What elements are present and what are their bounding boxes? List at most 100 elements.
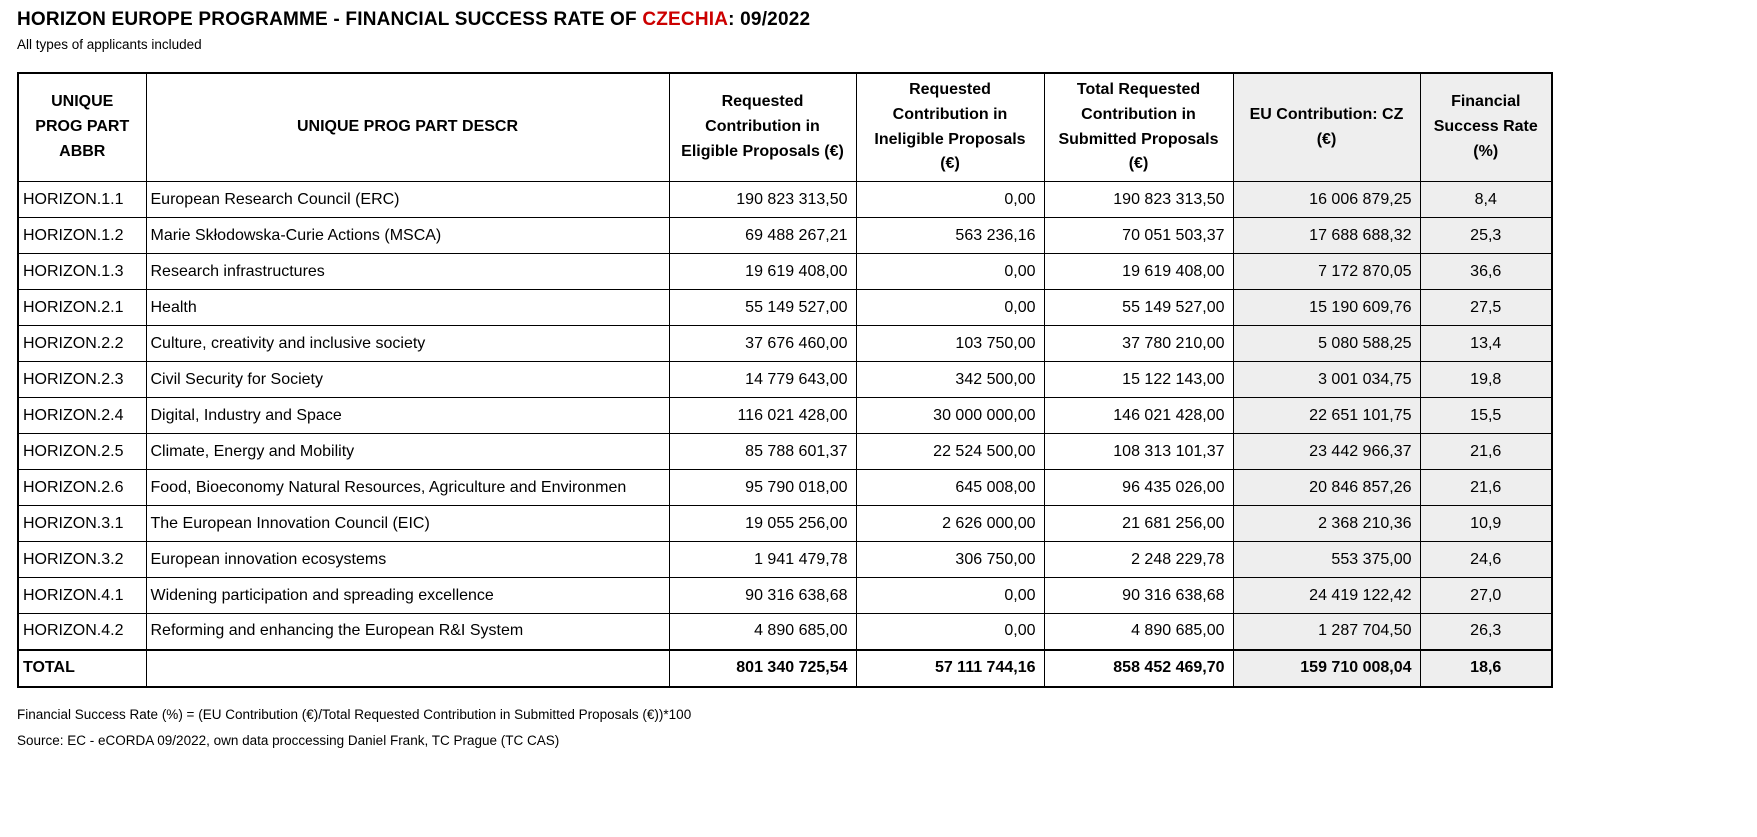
page-title-suffix: : 09/2022 [728,9,811,30]
cell-submitted: 4 890 685,00 [1043,613,1234,651]
cell-eligible: 19 055 256,00 [668,505,857,543]
cell-eligible: 190 823 313,50 [668,181,857,219]
cell-rate: 19,8 [1419,361,1553,399]
cell-ineligible: 306 750,00 [855,541,1045,579]
cell-rate: 13,4 [1419,325,1553,363]
cell-abbr: HORIZON.3.2 [17,541,147,579]
cell-rate: 21,6 [1419,433,1553,471]
cell-descr: Climate, Energy and Mobility [145,433,670,471]
cell-eligible: 95 790 018,00 [668,469,857,507]
cell-eligible: 37 676 460,00 [668,325,857,363]
cell-ineligible: 22 524 500,00 [855,433,1045,471]
column-header-abbr: UNIQUE PROG PART ABBR [17,72,147,183]
cell-submitted: 19 619 408,00 [1043,253,1234,291]
cell-ineligible: 0,00 [855,613,1045,651]
column-header-success-rate: Financial Success Rate (%) [1419,72,1553,183]
total-descr-empty [145,648,670,688]
table-row: HORIZON.1.3 Research infrastructures 19 … [17,253,1553,291]
cell-descr: Widening participation and spreading exc… [145,577,670,615]
cell-descr: Food, Bioeconomy Natural Resources, Agri… [145,469,670,507]
cell-submitted: 15 122 143,00 [1043,361,1234,399]
footnotes: Financial Success Rate (%) = (EU Contrib… [17,705,1757,752]
table-row: HORIZON.2.1 Health 55 149 527,00 0,00 55… [17,289,1553,327]
cell-submitted: 2 248 229,78 [1043,541,1234,579]
table-row: HORIZON.3.1 The European Innovation Coun… [17,505,1553,543]
footnote-source: Source: EC - eCORDA 09/2022, own data pr… [17,732,560,748]
cell-descr: Civil Security for Society [145,361,670,399]
cell-eligible: 69 488 267,21 [668,217,857,255]
cell-eligible: 85 788 601,37 [668,433,857,471]
cell-abbr: HORIZON.4.2 [17,613,147,651]
cell-eu: 15 190 609,76 [1232,289,1421,327]
cell-rate: 25,3 [1419,217,1553,255]
cell-abbr: HORIZON.2.5 [17,433,147,471]
table-row: HORIZON.3.2 European innovation ecosyste… [17,541,1553,579]
cell-eu: 17 688 688,32 [1232,217,1421,255]
column-header-eu-contribution: EU Contribution: CZ (€) [1232,72,1421,183]
cell-abbr: HORIZON.3.1 [17,505,147,543]
cell-abbr: HORIZON.2.6 [17,469,147,507]
table-row: HORIZON.1.1 European Research Council (E… [17,181,1553,219]
header-row: UNIQUE PROG PART ABBR UNIQUE PROG PART D… [17,72,1553,183]
cell-descr: Culture, creativity and inclusive societ… [145,325,670,363]
page-title-country: CZECHIA [642,9,729,30]
cell-eligible: 1 941 479,78 [668,541,857,579]
cell-rate: 27,5 [1419,289,1553,327]
table-row: HORIZON.2.2 Culture, creativity and incl… [17,325,1553,363]
cell-descr: Marie Skłodowska-Curie Actions (MSCA) [145,217,670,255]
cell-submitted: 37 780 210,00 [1043,325,1234,363]
cell-ineligible: 0,00 [855,181,1045,219]
table-row: HORIZON.2.5 Climate, Energy and Mobility… [17,433,1553,471]
cell-ineligible: 563 236,16 [855,217,1045,255]
column-header-submitted: Total Requested Contribution in Submitte… [1043,72,1234,183]
column-header-descr: UNIQUE PROG PART DESCR [145,72,670,183]
cell-eu: 5 080 588,25 [1232,325,1421,363]
column-header-ineligible: Requested Contribution in Ineligible Pro… [855,72,1045,183]
page-subtitle: All types of applicants included [17,37,202,52]
cell-eligible: 116 021 428,00 [668,397,857,435]
total-eu: 159 710 008,04 [1232,648,1421,688]
cell-ineligible: 30 000 000,00 [855,397,1045,435]
cell-ineligible: 0,00 [855,289,1045,327]
cell-eligible: 19 619 408,00 [668,253,857,291]
total-rate: 18,6 [1419,648,1553,688]
cell-descr: European Research Council (ERC) [145,181,670,219]
success-rate-table: UNIQUE PROG PART ABBR UNIQUE PROG PART D… [17,72,1553,688]
cell-submitted: 55 149 527,00 [1043,289,1234,327]
cell-ineligible: 342 500,00 [855,361,1045,399]
column-header-eligible: Requested Contribution in Eligible Propo… [668,72,857,183]
total-row: TOTAL 801 340 725,54 57 111 744,16 858 4… [17,648,1553,688]
cell-descr: Reforming and enhancing the European R&I… [145,613,670,651]
table-row: HORIZON.1.2 Marie Skłodowska-Curie Actio… [17,217,1553,255]
cell-abbr: HORIZON.2.1 [17,289,147,327]
cell-rate: 36,6 [1419,253,1553,291]
cell-ineligible: 2 626 000,00 [855,505,1045,543]
cell-submitted: 21 681 256,00 [1043,505,1234,543]
cell-rate: 10,9 [1419,505,1553,543]
cell-eligible: 90 316 638,68 [668,577,857,615]
cell-abbr: HORIZON.2.4 [17,397,147,435]
cell-descr: Health [145,289,670,327]
page-title: HORIZON EUROPE PROGRAMME - FINANCIAL SUC… [17,9,1757,31]
cell-rate: 21,6 [1419,469,1553,507]
cell-abbr: HORIZON.2.3 [17,361,147,399]
table-row: HORIZON.4.2 Reforming and enhancing the … [17,613,1553,651]
cell-eligible: 55 149 527,00 [668,289,857,327]
cell-rate: 8,4 [1419,181,1553,219]
cell-eu: 2 368 210,36 [1232,505,1421,543]
cell-ineligible: 103 750,00 [855,325,1045,363]
table-row: HORIZON.2.6 Food, Bioeconomy Natural Res… [17,469,1553,507]
cell-abbr: HORIZON.4.1 [17,577,147,615]
cell-eu: 16 006 879,25 [1232,181,1421,219]
table-row: HORIZON.4.1 Widening participation and s… [17,577,1553,615]
cell-eu: 1 287 704,50 [1232,613,1421,651]
cell-eu: 24 419 122,42 [1232,577,1421,615]
cell-eligible: 14 779 643,00 [668,361,857,399]
cell-eligible: 4 890 685,00 [668,613,857,651]
page-title-prefix: HORIZON EUROPE PROGRAMME - FINANCIAL SUC… [17,9,643,30]
cell-eu: 22 651 101,75 [1232,397,1421,435]
cell-eu: 3 001 034,75 [1232,361,1421,399]
total-submitted: 858 452 469,70 [1043,648,1234,688]
cell-submitted: 90 316 638,68 [1043,577,1234,615]
